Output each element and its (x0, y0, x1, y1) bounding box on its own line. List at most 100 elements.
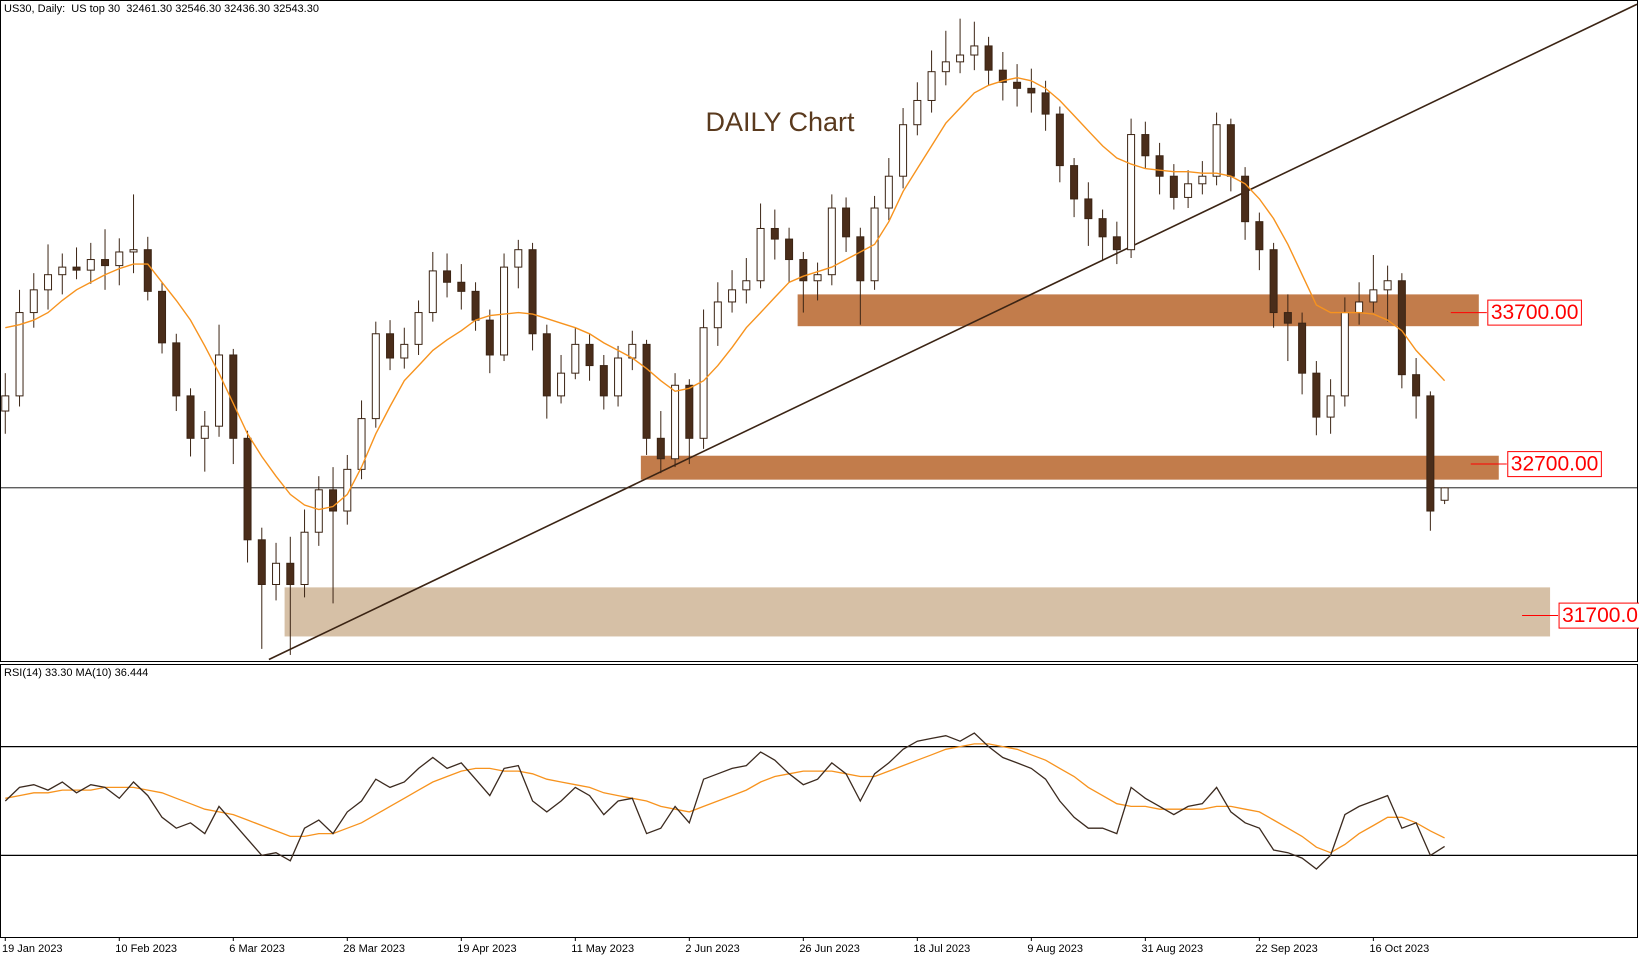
candle-body (1440, 487, 1449, 501)
x-tick-label: 19 Jan 2023 (2, 943, 63, 955)
candle-body (485, 319, 494, 356)
candle-body (599, 365, 608, 397)
candle-body (386, 333, 395, 359)
candle-body (414, 312, 423, 345)
candle-body (927, 71, 936, 101)
candle-body (286, 562, 295, 585)
candle-body (1383, 280, 1392, 291)
candle-body (443, 270, 452, 283)
candle-body (656, 437, 665, 460)
candle-body (72, 266, 81, 271)
candle-body (842, 207, 851, 238)
candle-body (1198, 175, 1207, 185)
x-tick-label: 10 Feb 2023 (115, 943, 177, 955)
x-tick-label: 16 Oct 2023 (1369, 943, 1429, 955)
price-pane (0, 0, 1638, 662)
candle-body (1369, 289, 1378, 303)
candle-body (542, 333, 551, 397)
candle-body (1184, 183, 1193, 198)
candle-body (215, 354, 224, 427)
candle-body (1169, 175, 1178, 198)
x-tick-label: 19 Apr 2023 (457, 943, 516, 955)
x-tick-label: 6 Mar 2023 (229, 943, 285, 955)
candle-body (1055, 113, 1064, 167)
candle-body (300, 531, 309, 585)
candle-body (129, 249, 138, 253)
moving-average (5, 76, 1446, 511)
rsi-header: RSI(14) 33.30 MA(10) 36.444 (4, 667, 148, 679)
candle-body (585, 343, 594, 367)
candle-body (1127, 134, 1136, 251)
candle-body (314, 489, 323, 533)
candle-body (913, 99, 922, 126)
candle-body (457, 281, 466, 292)
candle-body (101, 259, 110, 267)
candle-body (1269, 249, 1278, 314)
rsi-line (5, 743, 1445, 854)
candle-body (1326, 395, 1335, 418)
candle-body (371, 333, 380, 420)
candle-body (671, 384, 680, 460)
candle-body (172, 342, 181, 397)
zone (640, 455, 1499, 480)
candle-body (29, 289, 38, 314)
symbol-header: US30, Daily: US top 30 32461.30 32546.30… (4, 3, 319, 15)
candle-body (1155, 155, 1164, 177)
x-tick-label: 28 Mar 2023 (343, 943, 405, 955)
candle-body (742, 280, 751, 291)
candle-body (1070, 165, 1079, 200)
candle-body (1112, 236, 1121, 251)
candle-body (728, 289, 737, 303)
candle-body (44, 274, 53, 291)
candle-body (1426, 395, 1435, 512)
candle-body (528, 249, 537, 335)
zone-label: 32700.00 (1511, 453, 1599, 476)
x-tick-label: 11 May 2023 (571, 943, 634, 955)
candle-body (956, 54, 965, 63)
candle-body (1098, 218, 1107, 238)
candle-body (884, 175, 893, 209)
candle-body (1084, 198, 1093, 220)
candle-body (400, 343, 409, 359)
candle-body (699, 327, 708, 439)
rsi-pane (0, 664, 1638, 938)
candle-body (1255, 221, 1264, 251)
candle-body (514, 249, 523, 268)
zone-label-box (1487, 299, 1582, 326)
candle-body (685, 384, 694, 439)
candle-body (471, 290, 480, 321)
candle-body (357, 418, 366, 470)
candle-body (86, 259, 95, 271)
candle-body (571, 343, 580, 374)
zone (284, 587, 1551, 637)
candle-body (813, 274, 822, 282)
candle-body (970, 45, 979, 56)
x-tick-label: 2 Jun 2023 (685, 943, 739, 955)
chart-title: DAILY Chart (705, 107, 855, 137)
candle-body (1027, 87, 1036, 94)
candle-body (1340, 312, 1349, 397)
candle-body (243, 437, 252, 541)
candle-body (186, 395, 195, 439)
candle-body (941, 61, 950, 73)
candle-body (200, 425, 209, 439)
candle-body (272, 562, 281, 585)
candle-body (1212, 124, 1221, 177)
candle-body (785, 238, 794, 261)
candle-body (1241, 175, 1250, 223)
candle-body (15, 312, 24, 397)
candle-body (1226, 124, 1235, 177)
x-tick-label: 31 Aug 2023 (1141, 943, 1203, 955)
x-tick-label: 18 Jul 2023 (913, 943, 970, 955)
candle-body (899, 124, 908, 177)
zone-label: 31700.0 (1562, 604, 1638, 627)
zone (797, 294, 1479, 327)
candle-body (1, 395, 10, 412)
candle-body (1355, 301, 1364, 314)
zone-label-box (1558, 602, 1639, 629)
candle-body (799, 259, 808, 282)
candle-body (500, 266, 509, 356)
candle-body (1141, 134, 1150, 157)
